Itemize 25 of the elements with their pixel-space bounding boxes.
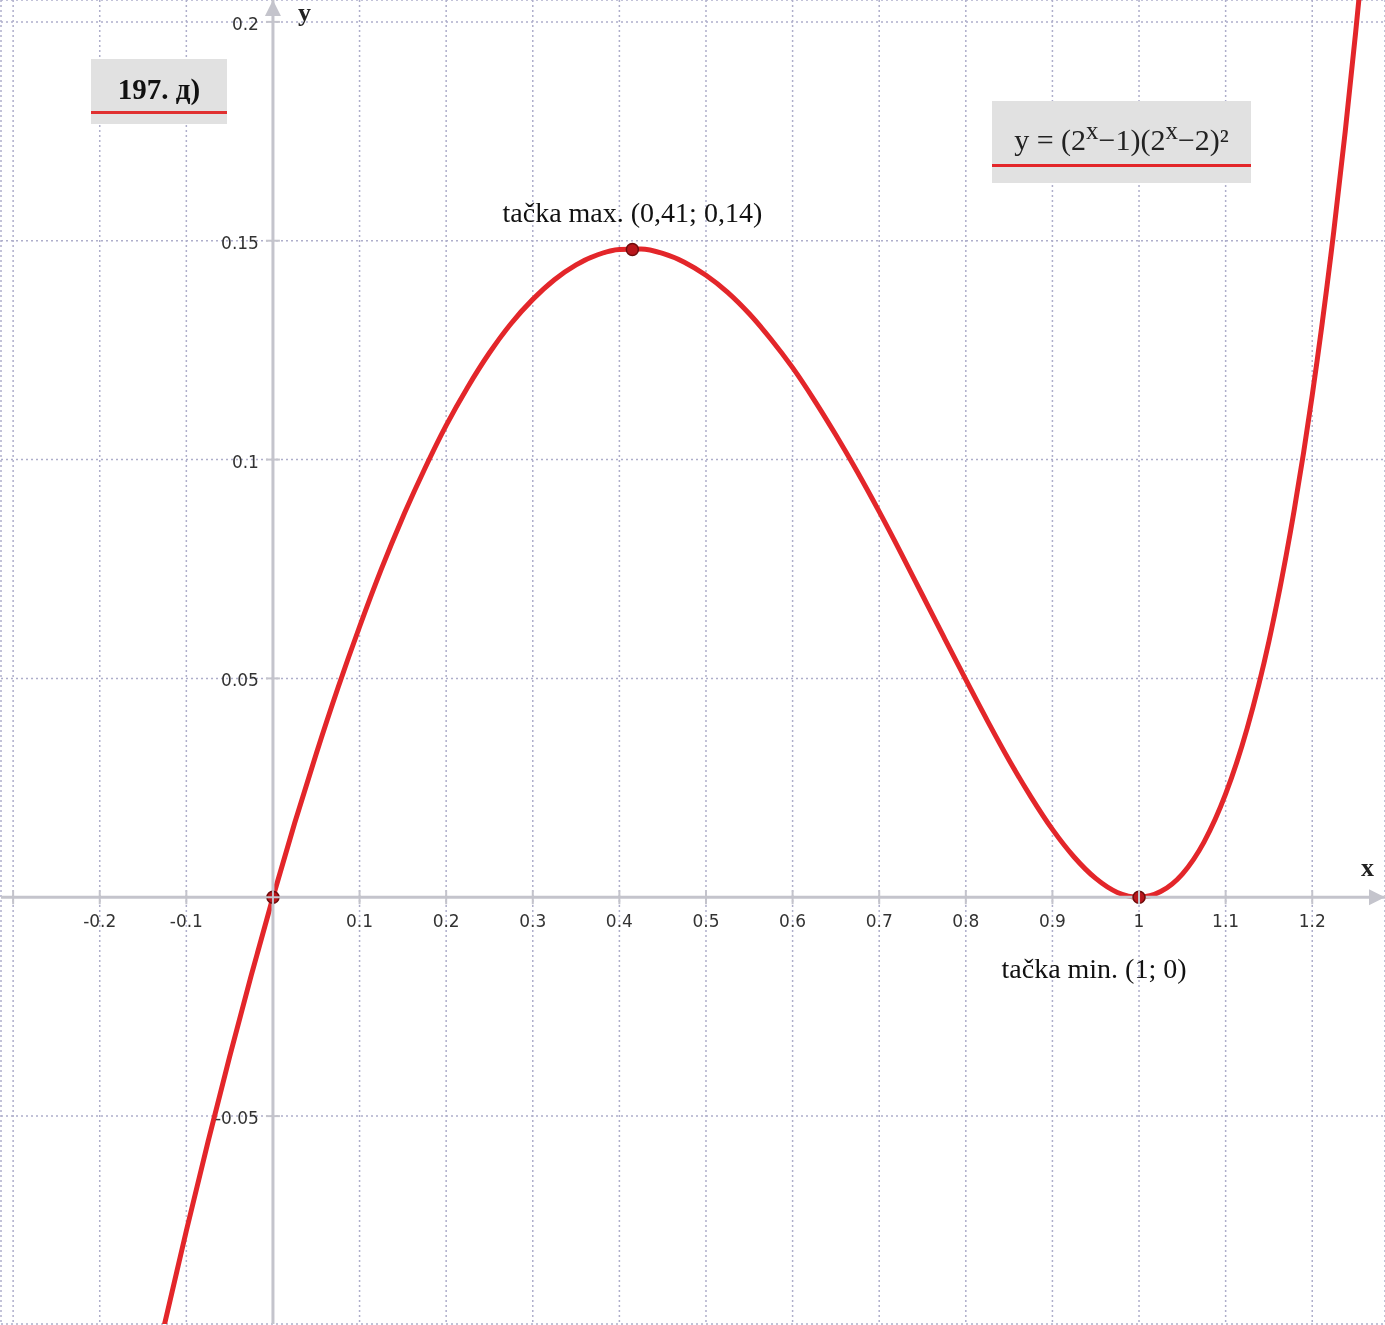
x-tick-label: 0.1 <box>346 911 374 932</box>
y-tick-label: 0.1 <box>231 451 259 472</box>
annotation: tačka max. (0,41; 0,14) <box>502 196 763 231</box>
x-tick-label: 1.1 <box>1212 911 1240 932</box>
y-tick-label: 0.05 <box>221 670 259 691</box>
annotation: tačka min. (1; 0) <box>1001 952 1187 987</box>
x-axis-title: x <box>1361 853 1374 884</box>
y-tick-label: 0.15 <box>221 232 259 253</box>
x-tick-label: 0.5 <box>692 911 720 932</box>
x-tick-label: 0.6 <box>779 911 807 932</box>
x-tick-label: 0.4 <box>605 911 633 932</box>
x-tick-label: 0.7 <box>865 911 893 932</box>
x-tick-label: 1.2 <box>1298 911 1326 932</box>
x-tick-label: 0.3 <box>519 911 547 932</box>
x-tick-label: 0.9 <box>1038 911 1066 932</box>
text: y = (2$^{x}$−1)(2$^{x}$−2)² <box>1013 116 1230 158</box>
x-tick-label: -0.1 <box>169 911 203 932</box>
y-tick-label: 0.2 <box>231 13 259 34</box>
x-tick-label: 0.8 <box>952 911 980 932</box>
y-axis-title: y <box>297 0 311 28</box>
x-tick-label: -0.2 <box>83 911 117 932</box>
x-tick-label: 0.2 <box>432 911 460 932</box>
y-tick-label: -0.05 <box>214 1108 259 1129</box>
text: 197. д) <box>91 59 227 114</box>
x-tick-label: 1 <box>1133 911 1145 932</box>
